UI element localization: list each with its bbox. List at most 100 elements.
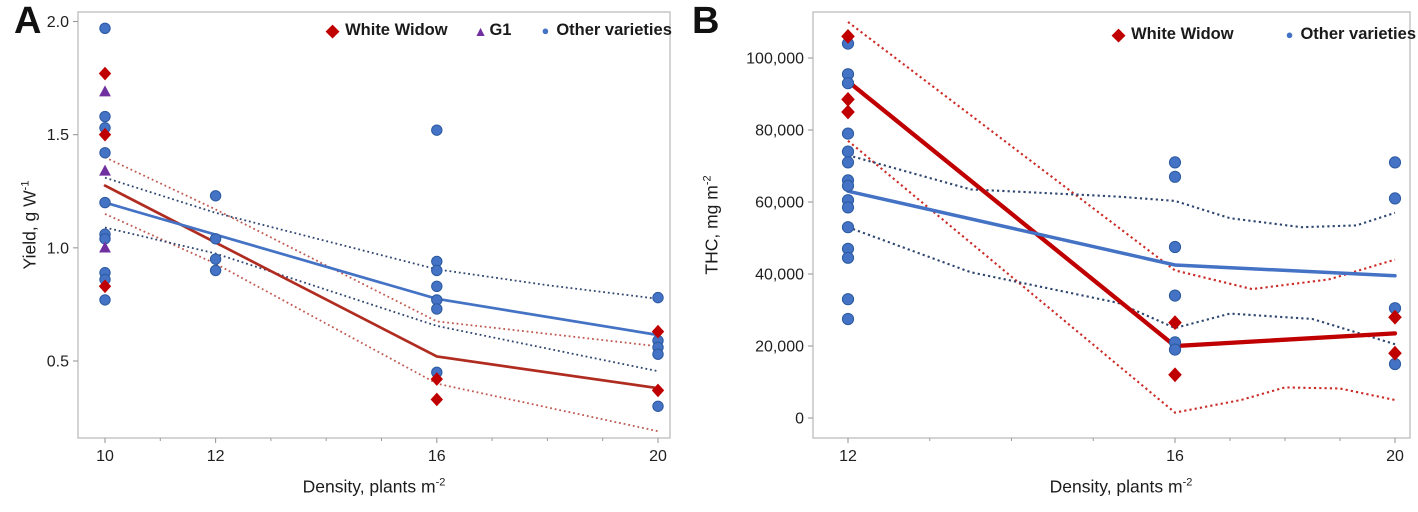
data-point bbox=[1388, 309, 1402, 325]
y-tick-label: 60,000 bbox=[755, 195, 804, 212]
white-widow-fit-line bbox=[845, 79, 1398, 349]
data-point bbox=[431, 303, 443, 315]
data-point bbox=[841, 179, 855, 192]
y-tick-label: 2.0 bbox=[47, 14, 69, 31]
data-point bbox=[841, 251, 855, 264]
data-point bbox=[1168, 315, 1182, 330]
other-ci-upper-ci-line bbox=[847, 154, 1396, 229]
data-point bbox=[652, 400, 664, 412]
other-ci-lower-ci-line bbox=[847, 226, 1396, 346]
superscript: -2 bbox=[435, 476, 446, 489]
legend-label-g1: G1 bbox=[489, 21, 512, 39]
series-white-widow bbox=[98, 66, 665, 407]
circle-icon: ● bbox=[1285, 27, 1294, 42]
data-point bbox=[1168, 343, 1182, 356]
panel-b: 100,000 80,000 60,000 40,000 20,000 0 12 16 20 bbox=[746, 11, 1411, 465]
white-widow-ci-upper-ci-line bbox=[104, 156, 659, 348]
plot-frame bbox=[77, 11, 671, 439]
white-widow-ci-upper-ci-line bbox=[847, 21, 1396, 291]
data-point bbox=[1168, 170, 1182, 183]
data-point bbox=[209, 190, 222, 202]
x-tick-label: 12 bbox=[207, 448, 225, 465]
x-tick-label: 20 bbox=[1386, 448, 1404, 465]
y-tick-label: 40,000 bbox=[755, 267, 804, 284]
data-point bbox=[841, 29, 855, 44]
data-point bbox=[841, 221, 855, 234]
other-ci-lower-ci-line bbox=[104, 226, 659, 373]
data-point bbox=[841, 127, 855, 140]
data-point bbox=[99, 85, 111, 97]
legend-item-white-widow: ◆ White Widow bbox=[326, 21, 448, 40]
series-other-varieties bbox=[99, 22, 664, 412]
data-point bbox=[431, 124, 443, 136]
legend-item-other-varieties: ● Other varieties bbox=[1286, 25, 1416, 44]
data-point bbox=[99, 196, 111, 209]
legend-label-other-varieties: Other varieties bbox=[556, 21, 672, 39]
panel-b-letter: B bbox=[692, 0, 720, 42]
y-tick-label: 100,000 bbox=[746, 51, 804, 68]
panel-a-x-axis-title: Density, plants m-2 bbox=[302, 476, 446, 497]
legend-label-white-widow: White Widow bbox=[345, 21, 448, 39]
data-point bbox=[431, 280, 443, 293]
legend-panel-b: ◆ White Widow ● Other varieties bbox=[1112, 25, 1416, 44]
data-point bbox=[652, 291, 664, 304]
data-point bbox=[841, 92, 855, 107]
data-point bbox=[841, 201, 855, 214]
data-point bbox=[431, 264, 443, 277]
data-point bbox=[652, 348, 664, 360]
panel-a-y-axis-title: Yield, g W-1 bbox=[19, 180, 40, 270]
data-point bbox=[841, 156, 855, 169]
triangle-icon: ▲ bbox=[473, 22, 488, 39]
x-tick-label: 16 bbox=[1166, 448, 1184, 465]
data-point bbox=[651, 383, 665, 398]
panel-a-letter: A bbox=[14, 0, 42, 42]
data-point bbox=[98, 66, 112, 81]
legend-label-other-varieties: Other varieties bbox=[1300, 25, 1416, 43]
data-point bbox=[1388, 156, 1402, 169]
data-point bbox=[99, 164, 111, 176]
series-g1 bbox=[99, 85, 111, 253]
data-point bbox=[209, 233, 222, 245]
data-point bbox=[430, 372, 443, 386]
circle-icon: ● bbox=[541, 23, 550, 38]
data-point bbox=[99, 110, 111, 123]
data-point bbox=[98, 279, 112, 294]
data-point bbox=[209, 253, 222, 265]
data-point bbox=[841, 145, 855, 158]
panel-a: 2.0 1.5 1.0 0.5 10 12 16 20 bbox=[47, 11, 671, 465]
y-tick-label: 80,000 bbox=[755, 123, 804, 140]
y-tick-label: 20,000 bbox=[755, 339, 804, 356]
superscript: -2 bbox=[1182, 476, 1193, 489]
diamond-icon: ◆ bbox=[1112, 25, 1126, 44]
y-tick-label: 1.0 bbox=[47, 240, 69, 257]
data-point bbox=[1168, 156, 1182, 169]
data-point bbox=[98, 127, 112, 142]
data-point bbox=[841, 312, 855, 326]
data-point bbox=[1168, 240, 1182, 254]
plot-frame bbox=[812, 11, 1411, 439]
superscript: -2 bbox=[701, 175, 714, 186]
white-widow-ci-lower-ci-line bbox=[847, 139, 1396, 414]
legend-panel-a: ◆ White Widow ▲ G1 ● Other varieties bbox=[326, 21, 672, 40]
y-tick-label: 0 bbox=[795, 411, 804, 428]
data-point bbox=[651, 324, 665, 339]
diamond-icon: ◆ bbox=[326, 21, 340, 40]
legend-item-white-widow: ◆ White Widow bbox=[1112, 25, 1234, 44]
other-varieties-fit-line bbox=[103, 201, 660, 337]
y-tick-label: 1.5 bbox=[47, 127, 69, 144]
x-tick-label: 10 bbox=[96, 448, 114, 465]
series-white-widow bbox=[841, 29, 1402, 383]
data-point bbox=[1388, 345, 1402, 361]
x-tick-label: 12 bbox=[839, 448, 857, 465]
panel-b-x-axis-title: Density, plants m-2 bbox=[1049, 476, 1193, 497]
other-varieties-fit-line bbox=[846, 189, 1397, 278]
legend-item-other-varieties: ● Other varieties bbox=[541, 21, 671, 40]
superscript: -1 bbox=[19, 180, 32, 191]
panel-b-y-axis-title: THC, mg m-2 bbox=[701, 175, 722, 275]
data-point bbox=[1388, 192, 1402, 205]
x-tick-label: 16 bbox=[428, 448, 446, 465]
white-widow-fit-line bbox=[103, 184, 660, 390]
data-point bbox=[841, 77, 855, 90]
